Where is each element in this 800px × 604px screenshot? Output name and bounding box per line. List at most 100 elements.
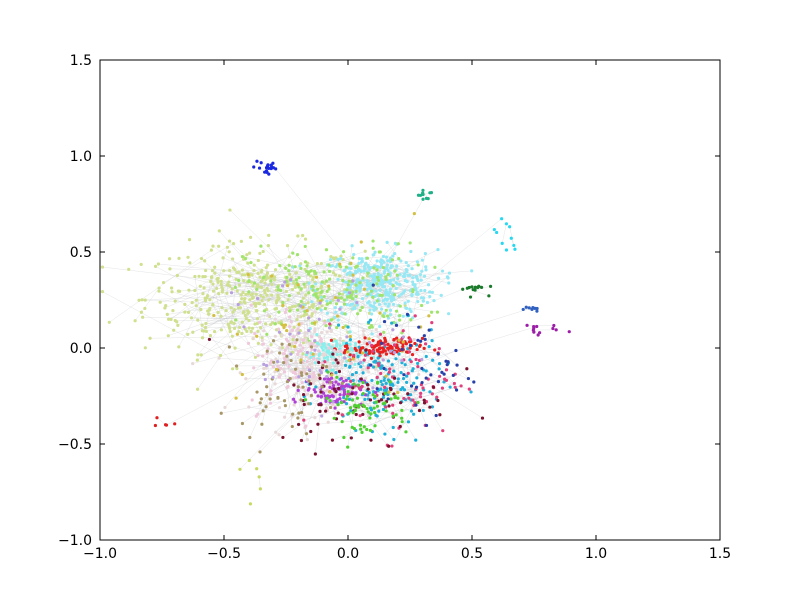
data-point (299, 267, 302, 270)
data-point (431, 291, 434, 294)
data-point (367, 387, 370, 390)
data-point (251, 398, 254, 401)
data-point (361, 306, 364, 309)
data-point (381, 314, 384, 317)
data-point (522, 308, 525, 311)
data-point (357, 284, 360, 287)
data-point (314, 344, 317, 347)
data-point (327, 263, 330, 266)
data-point (371, 386, 374, 389)
data-point (468, 286, 471, 289)
data-point (377, 272, 380, 275)
data-point (307, 402, 310, 405)
data-point (316, 297, 319, 300)
data-point (438, 347, 441, 350)
data-point (212, 314, 215, 317)
data-point (380, 364, 383, 367)
data-point (403, 275, 406, 278)
data-point (251, 273, 254, 276)
series-20 (522, 306, 539, 313)
data-point (336, 353, 339, 356)
data-point (382, 331, 385, 334)
data-point (416, 365, 419, 368)
data-point (255, 288, 258, 291)
data-point (306, 351, 309, 354)
data-point (270, 294, 273, 297)
data-point (256, 317, 259, 320)
data-point (274, 382, 277, 385)
data-point (411, 399, 414, 402)
data-point (413, 342, 416, 345)
data-point (259, 487, 262, 490)
data-point (170, 286, 173, 289)
data-point (323, 356, 326, 359)
edge (510, 227, 514, 246)
data-point (355, 413, 358, 416)
data-point (347, 283, 350, 286)
data-point (318, 301, 321, 304)
data-point (417, 263, 420, 266)
data-point (373, 301, 376, 304)
data-point (291, 413, 294, 416)
data-point (272, 339, 275, 342)
data-point (196, 353, 199, 356)
data-point (329, 301, 332, 304)
series-20-edges (382, 308, 537, 355)
series-16 (252, 160, 277, 176)
data-point (404, 279, 407, 282)
data-point (339, 344, 342, 347)
data-point (305, 264, 308, 267)
data-point (329, 399, 332, 402)
data-point (229, 330, 232, 333)
data-point (277, 433, 280, 436)
data-point (338, 308, 341, 311)
data-point (290, 320, 293, 323)
data-point (377, 364, 380, 367)
data-point (384, 340, 387, 343)
data-point (283, 416, 286, 419)
series-19-edges (391, 325, 557, 370)
data-point (340, 385, 343, 388)
data-point (271, 376, 274, 379)
data-point (294, 341, 297, 344)
data-point (236, 333, 239, 336)
data-point (414, 404, 417, 407)
data-point (379, 260, 382, 263)
data-point (405, 350, 408, 353)
data-point (438, 362, 441, 365)
data-point (373, 411, 376, 414)
data-point (321, 290, 324, 293)
data-point (369, 304, 372, 307)
data-point (277, 328, 280, 331)
data-point (357, 384, 360, 387)
data-point (256, 330, 259, 333)
data-point (470, 285, 473, 288)
data-point (286, 340, 289, 343)
data-point (312, 376, 315, 379)
data-point (297, 389, 300, 392)
data-point (297, 292, 300, 295)
data-point (285, 290, 288, 293)
data-point (195, 299, 198, 302)
data-point (258, 475, 261, 478)
data-point (101, 290, 104, 293)
data-point (326, 356, 329, 359)
data-point (392, 426, 395, 429)
data-point (291, 288, 294, 291)
data-point (324, 410, 327, 413)
data-point (304, 245, 307, 248)
data-point (480, 286, 483, 289)
data-point (260, 286, 263, 289)
data-point (334, 371, 337, 374)
data-point (188, 261, 191, 264)
data-point (371, 296, 374, 299)
data-point (270, 283, 273, 286)
data-point (358, 340, 361, 343)
data-point (321, 280, 324, 283)
data-point (348, 280, 351, 283)
data-point (326, 330, 329, 333)
data-point (318, 318, 321, 321)
data-point (342, 250, 345, 253)
data-point (423, 399, 426, 402)
data-point (399, 388, 402, 391)
